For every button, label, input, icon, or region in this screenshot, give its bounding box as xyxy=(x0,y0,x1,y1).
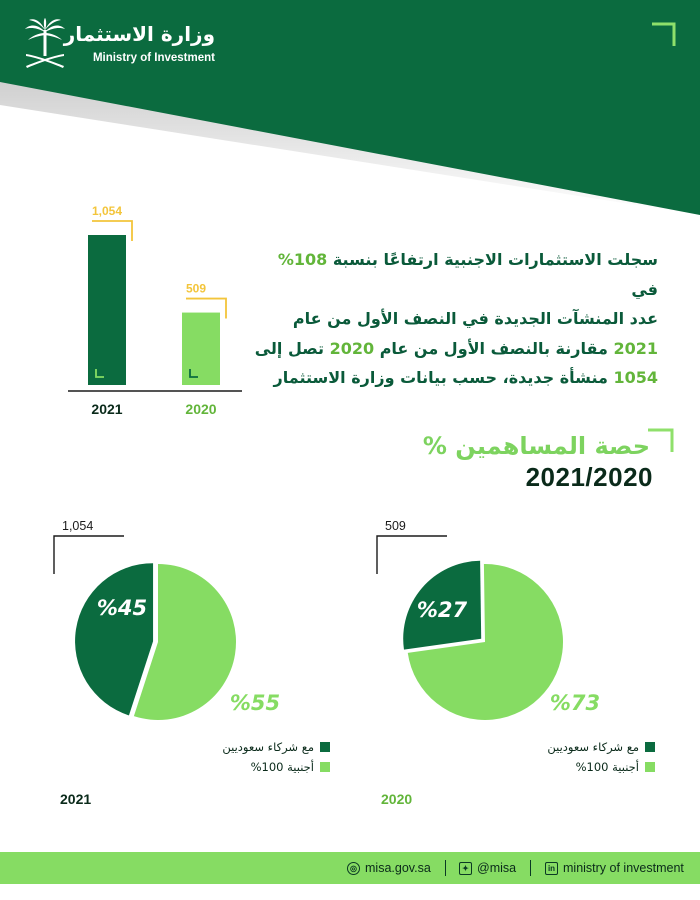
intro-highlight-year: 2020 xyxy=(329,338,375,358)
pie-total-label: 509 xyxy=(385,519,406,533)
intro-highlight-year: 2021 xyxy=(613,338,658,358)
footer-linkedin-label: ministry of investment xyxy=(563,861,684,875)
org-name-arabic: وزارة الاستثمار xyxy=(63,22,215,46)
pie-total-bracket xyxy=(53,535,124,574)
title-bracket xyxy=(648,428,674,452)
header-band xyxy=(0,0,700,215)
bar-2021 xyxy=(88,235,126,385)
intro-text: منشأة جديدة، حسب بيانات وزارة الاستثمار xyxy=(273,368,614,387)
pie-total-label: 1,054 xyxy=(62,519,93,533)
legend-item-foreign: أجنبية 100% xyxy=(485,757,655,777)
corner-bracket xyxy=(652,22,676,46)
legend-item-saudi: مع شركاء سعوديين xyxy=(485,737,655,757)
pie-chart-2021: 1,054 %45 %55 xyxy=(53,519,280,720)
intro-line-4: 1054 منشأة جديدة، حسب بيانات وزارة الاست… xyxy=(248,363,659,393)
intro-text: سجلت الاستثمارات الاجنبية ارتفاعًا بنسبة xyxy=(327,250,658,269)
intro-line-2: عدد المنشآت الجديدة في النصف الأول من عا… xyxy=(248,304,658,334)
bar-corner-mark xyxy=(189,369,198,378)
intro-highlight-percent: 108% xyxy=(277,250,328,269)
footer-twitter[interactable]: ✦ @misa xyxy=(459,856,516,880)
legend-label: أجنبية 100% xyxy=(250,760,314,774)
footer-divider xyxy=(445,860,446,876)
legend-item-foreign: أجنبية 100% xyxy=(160,757,330,777)
linkedin-icon: in xyxy=(545,861,558,875)
footer-divider xyxy=(530,860,531,876)
intro-text: في xyxy=(631,279,658,299)
pie-slice-foreign xyxy=(133,564,236,720)
pie-label-saudi: %45 xyxy=(97,596,147,620)
year-label-2021: 2021 xyxy=(60,791,92,807)
pie-total-bracket xyxy=(376,535,447,574)
intro-text: تصل إلى xyxy=(254,338,330,358)
intro-line-3: 2021 مقارنة بالنصف الأول من عام 2020 تصل… xyxy=(248,334,658,364)
bar-category-label: 2020 xyxy=(185,401,216,417)
org-name-english: Ministry of Investment xyxy=(92,52,215,64)
year-label-2020: 2020 xyxy=(381,791,413,807)
section-title: حصة المساهمين % xyxy=(422,432,650,460)
footer-linkedin[interactable]: in ministry of investment xyxy=(545,856,684,880)
legend-2021: مع شركاء سعوديين أجنبية 100% xyxy=(160,737,330,777)
section-period: 2021/2020 xyxy=(525,462,653,492)
twitter-icon: ✦ xyxy=(459,861,472,875)
intro-paragraph: سجلت الاستثمارات الاجنبية ارتفاعًا بنسبة… xyxy=(248,245,658,393)
legend-label: مع شركاء سعوديين xyxy=(547,740,639,754)
legend-2020: مع شركاء سعوديين أجنبية 100% xyxy=(485,737,655,777)
bar-chart: 1,054 2021 509 2020 xyxy=(68,204,242,417)
palm-swords-emblem-icon xyxy=(25,18,65,68)
intro-text: عدد المنشآت الجديدة في النصف الأول من عا… xyxy=(292,309,658,328)
pie-slice-saudi xyxy=(403,560,482,650)
legend-label: أجنبية 100% xyxy=(575,760,639,774)
pie-chart-2020: 509 %27 %73 xyxy=(376,519,600,720)
pie-label-foreign: %55 xyxy=(230,691,280,715)
intro-line-1: سجلت الاستثمارات الاجنبية ارتفاعًا بنسبة… xyxy=(248,245,658,304)
footer-twitter-label: @misa xyxy=(477,861,517,875)
legend-item-saudi: مع شركاء سعوديين xyxy=(160,737,330,757)
bar-value-label: 509 xyxy=(186,282,206,296)
legend-swatch-light xyxy=(645,762,655,772)
bar-2020 xyxy=(182,312,220,385)
legend-swatch-light xyxy=(320,762,330,772)
pie-slice-saudi xyxy=(75,563,154,716)
footer-website-label: misa.gov.sa xyxy=(365,861,431,875)
bar-value-bracket xyxy=(92,220,133,241)
bar-value-bracket xyxy=(186,297,227,319)
intro-text: مقارنة بالنصف الأول من عام xyxy=(374,338,614,358)
bar-value-label: 1,054 xyxy=(92,204,122,218)
legend-label: مع شركاء سعوديين xyxy=(222,740,314,754)
globe-icon: ◎ xyxy=(347,861,360,875)
footer-website[interactable]: ◎ misa.gov.sa xyxy=(347,856,431,880)
pie-label-saudi: %27 xyxy=(417,598,468,622)
intro-highlight-count: 1054 xyxy=(613,368,658,387)
legend-swatch-dark xyxy=(320,742,330,752)
pie-slice-foreign xyxy=(407,564,563,720)
legend-swatch-dark xyxy=(645,742,655,752)
bar-category-label: 2021 xyxy=(91,401,122,417)
bar-corner-mark xyxy=(95,369,104,378)
pie-label-foreign: %73 xyxy=(550,691,600,715)
